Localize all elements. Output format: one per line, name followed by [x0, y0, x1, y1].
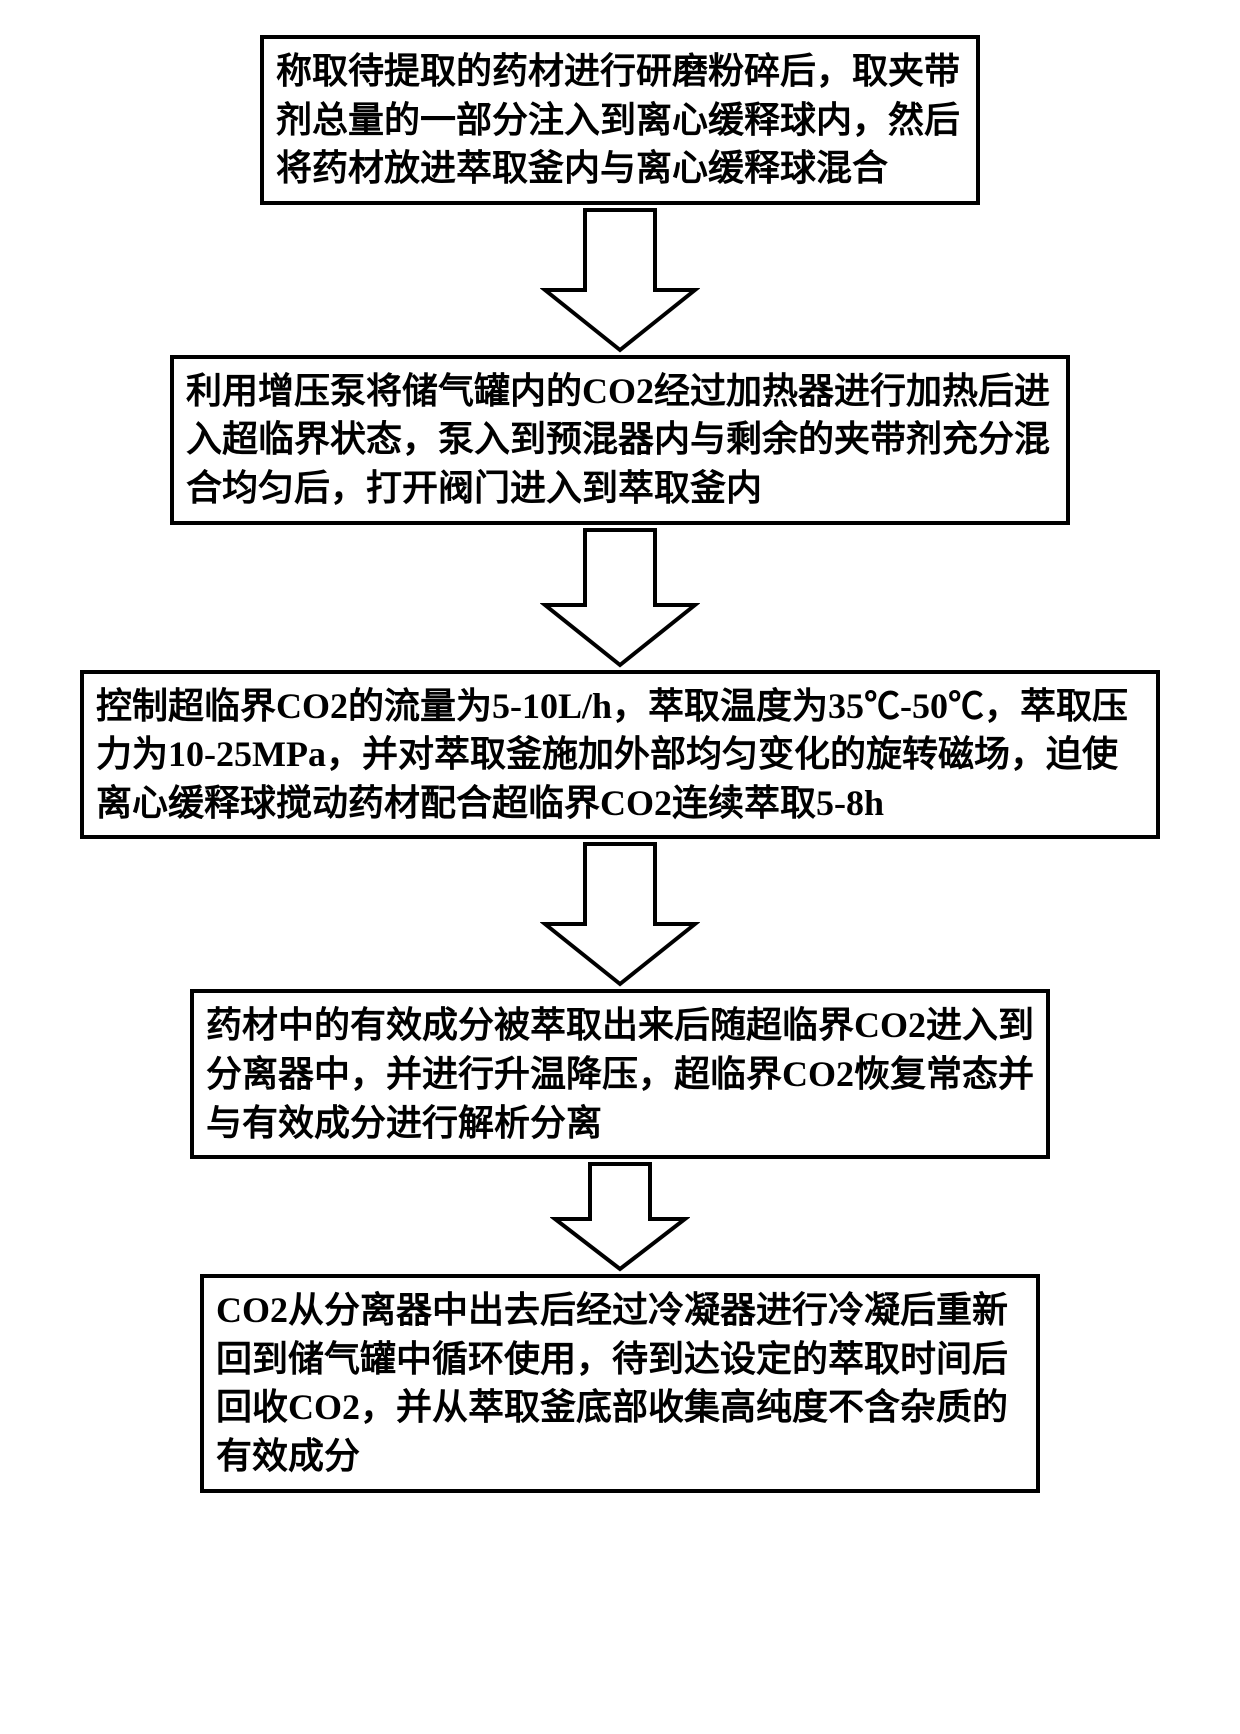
arrow-3	[540, 839, 700, 989]
arrow-1	[540, 205, 700, 355]
flowchart-step-5: CO2从分离器中出去后经过冷凝器进行冷凝后重新回到储气罐中循环使用，待到达设定的…	[200, 1274, 1040, 1492]
arrow-4	[550, 1159, 690, 1274]
step1-text: 称取待提取的药材进行研磨粉碎后，取夹带剂总量的一部分注入到离心缓释球内，然后将药…	[276, 51, 960, 188]
down-arrow-icon	[540, 839, 700, 989]
step3-text: 控制超临界CO2的流量为5-10L/h，萃取温度为35℃-50℃，萃取压力为10…	[96, 686, 1128, 823]
flowchart-step-2: 利用增压泵将储气罐内的CO2经过加热器进行加热后进入超临界状态，泵入到预混器内与…	[170, 355, 1070, 525]
step5-text: CO2从分离器中出去后经过冷凝器进行冷凝后重新回到储气罐中循环使用，待到达设定的…	[216, 1290, 1008, 1476]
down-arrow-icon	[540, 525, 700, 670]
down-arrow-icon	[540, 205, 700, 355]
arrow-2	[540, 525, 700, 670]
step2-text: 利用增压泵将储气罐内的CO2经过加热器进行加热后进入超临界状态，泵入到预混器内与…	[186, 371, 1050, 508]
flowchart-step-1: 称取待提取的药材进行研磨粉碎后，取夹带剂总量的一部分注入到离心缓释球内，然后将药…	[260, 35, 980, 205]
flowchart-step-4: 药材中的有效成分被萃取出来后随超临界CO2进入到分离器中，并进行升温降压，超临界…	[190, 989, 1050, 1159]
step4-text: 药材中的有效成分被萃取出来后随超临界CO2进入到分离器中，并进行升温降压，超临界…	[206, 1005, 1034, 1142]
flowchart-step-3: 控制超临界CO2的流量为5-10L/h，萃取温度为35℃-50℃，萃取压力为10…	[80, 670, 1160, 840]
down-arrow-icon	[550, 1159, 690, 1274]
